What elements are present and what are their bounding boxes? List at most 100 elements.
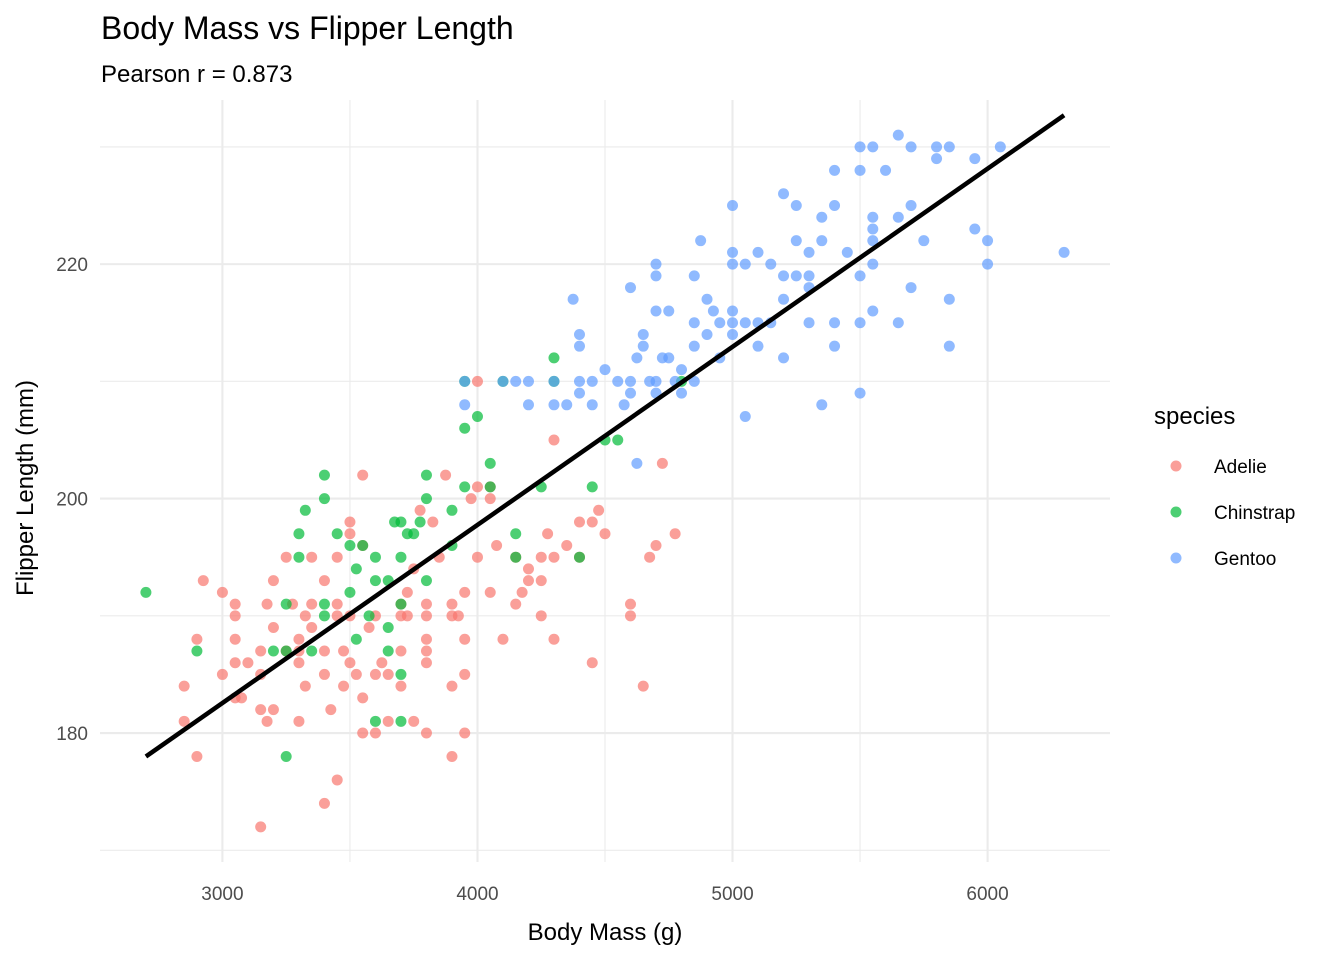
data-point [892,317,904,329]
data-point [522,563,534,575]
data-point [567,293,579,305]
legend-label: Gentoo [1214,549,1276,570]
data-point [280,598,292,610]
legend-item-chinstrap: Chinstrap [1170,503,1295,524]
data-point [637,328,649,340]
data-point [943,141,955,153]
data-point [344,539,356,551]
data-point [625,387,637,399]
data-point [573,387,585,399]
data-point [535,551,547,563]
data-point [829,164,841,176]
data-point [344,586,356,598]
data-point [854,387,866,399]
data-point [650,270,662,282]
data-point [510,598,522,610]
data-point [280,750,292,762]
legend: species Adelie Chinstrap Gentoo [1154,403,1295,570]
data-point [325,704,337,716]
data-point [625,375,637,387]
data-point [931,141,943,153]
data-point [261,598,273,610]
data-point [663,352,675,364]
data-point [395,715,407,727]
chart-title: Body Mass vs Flipper Length [101,10,514,46]
data-point [267,575,279,587]
data-point [229,598,241,610]
data-point [236,692,248,704]
data-point [420,598,432,610]
legend-swatch [1170,506,1182,518]
data-point [395,516,407,528]
data-point [318,668,330,680]
data-point [625,598,637,610]
data-point [727,246,739,258]
data-point [739,258,751,270]
data-point [829,200,841,212]
data-point [829,317,841,329]
data-point [688,270,700,282]
data-point [242,657,254,669]
data-point [816,235,828,247]
legend-swatch [1170,460,1182,472]
data-point [497,375,509,387]
data-point [829,340,841,352]
data-point [573,516,585,528]
data-point [414,516,426,528]
y-tick-label: 200 [56,490,88,511]
y-tick-label: 220 [56,255,88,276]
data-point [644,551,656,563]
data-point [727,317,739,329]
data-point [369,575,381,587]
data-point [369,727,381,739]
data-point [548,399,560,411]
data-point [382,645,394,657]
data-point [586,516,598,528]
data-point [573,551,585,563]
data-point [350,633,362,645]
data-point [255,704,267,716]
data-point [318,797,330,809]
data-point [841,246,853,258]
data-point [969,223,981,235]
data-point [395,551,407,563]
data-point [969,153,981,165]
data-point [510,551,522,563]
data-point [516,586,528,598]
data-point [306,645,318,657]
series-chinstrap [140,352,688,762]
data-point [280,551,292,563]
data-point [229,633,241,645]
data-point [484,457,496,469]
data-point [255,821,267,833]
data-point [778,270,790,282]
data-point [867,235,879,247]
data-point [637,680,649,692]
data-point [688,317,700,329]
data-point [459,668,471,680]
data-point [178,715,190,727]
data-point [306,622,318,634]
data-point [331,528,343,540]
data-point [420,610,432,622]
y-axis-ticks: 180 200 220 [56,255,88,745]
data-point [459,375,471,387]
data-point [357,727,369,739]
data-point [905,141,917,153]
data-point [548,434,560,446]
data-point [854,270,866,282]
data-point [650,305,662,317]
data-point [446,598,458,610]
data-point [727,305,739,317]
data-point [420,493,432,505]
x-tick-label: 5000 [711,884,753,905]
legend-label: Chinstrap [1214,503,1295,524]
data-point [395,668,407,680]
data-point [191,645,203,657]
data-point [650,258,662,270]
data-point [625,282,637,294]
data-point [867,258,879,270]
data-point [197,575,209,587]
data-point [452,610,464,622]
data-point [695,235,707,247]
